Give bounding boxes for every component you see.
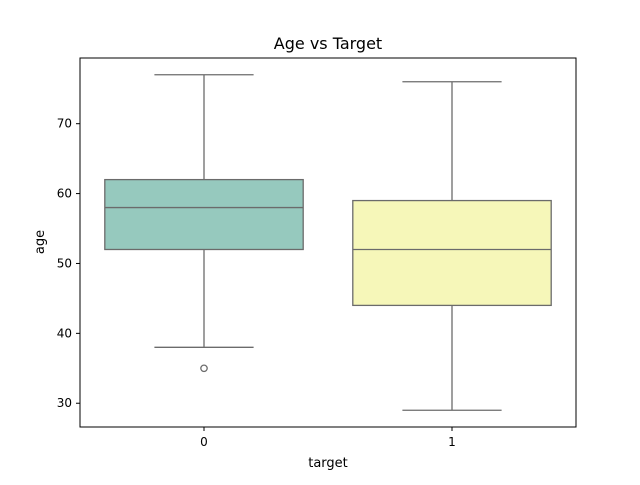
chart-title: Age vs Target — [274, 34, 382, 53]
y-tick-label: 60 — [57, 187, 72, 201]
y-tick-label: 30 — [57, 396, 72, 410]
box-0 — [104, 178, 304, 251]
y-axis-label: age — [33, 230, 48, 254]
axes-frame — [79, 57, 577, 428]
plot-area: 30 40 50 60 70 0 1 — [57, 57, 577, 449]
x-axis-label: target — [308, 456, 348, 471]
outlier-point-0 — [200, 364, 208, 373]
box-1 — [352, 199, 552, 307]
x-tick-label: 0 — [200, 435, 208, 449]
y-tick-label: 70 — [57, 117, 72, 131]
y-tick-label: 40 — [57, 326, 72, 340]
x-tick-label: 1 — [448, 435, 456, 449]
y-tick-label: 50 — [57, 256, 72, 270]
